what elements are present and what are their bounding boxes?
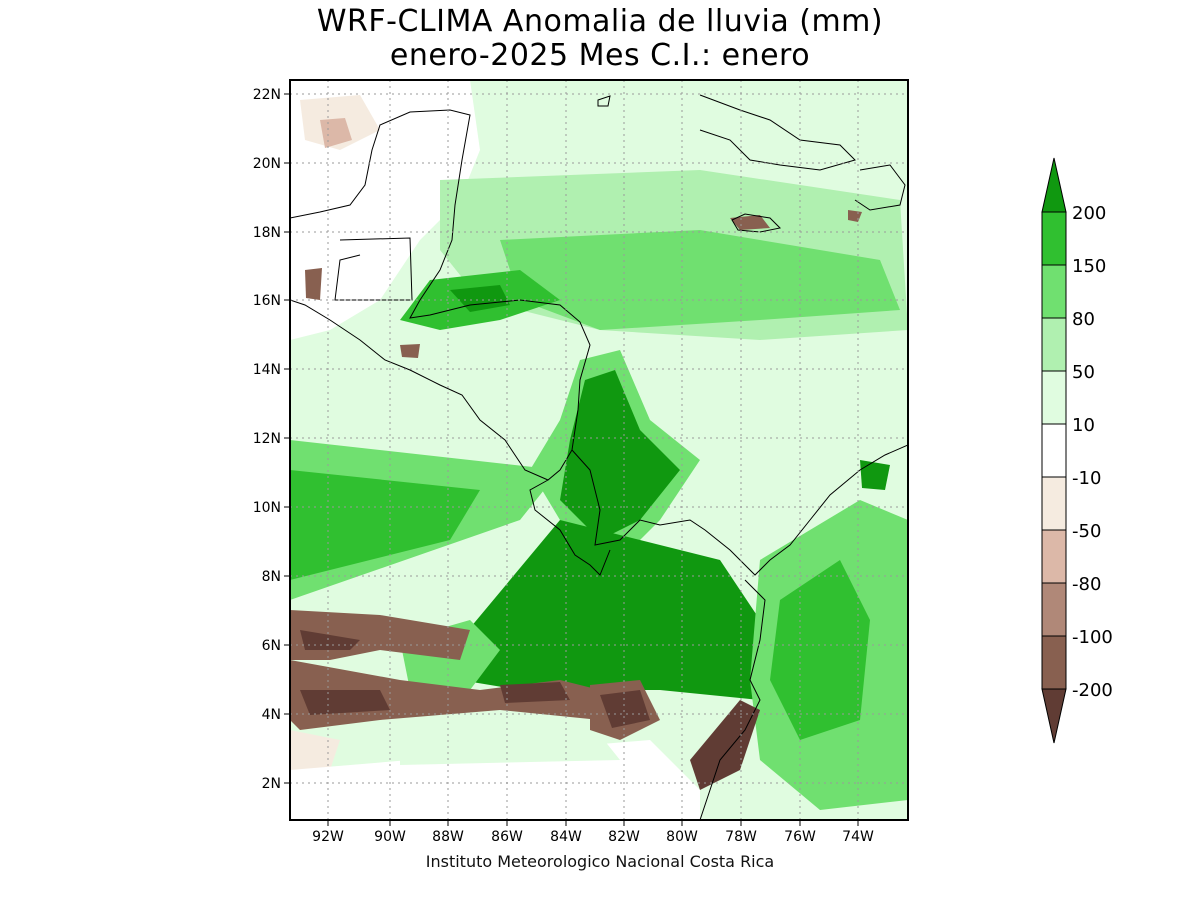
- lon-label: 78W: [725, 829, 757, 845]
- lon-label: 80W: [666, 829, 698, 845]
- field-dark-brown-3: [500, 682, 570, 703]
- colorbar-labels: 200 150 80 50 10 -10 -50 -80 -100 -200: [1072, 203, 1113, 701]
- lat-label: 20N: [253, 156, 281, 172]
- colorbar-bin: [1041, 582, 1067, 637]
- lat-label: 22N: [253, 87, 281, 103]
- colorbar-label: 50: [1072, 362, 1095, 383]
- lat-label: 10N: [253, 500, 281, 516]
- colorbar-label: -200: [1072, 680, 1113, 701]
- coastline-panama-colombia: [571, 444, 908, 576]
- field-brown-mexico: [305, 268, 322, 300]
- lat-label: 8N: [262, 569, 281, 585]
- colorbar-label: 200: [1072, 203, 1106, 224]
- field-light-green-south: [400, 735, 620, 765]
- colorbar-label: -80: [1072, 574, 1101, 595]
- field-brown-south-2: [290, 660, 600, 730]
- lat-label: 6N: [262, 638, 281, 654]
- colorbar-bin: [1041, 635, 1067, 690]
- field-dark-green-panama: [460, 520, 760, 700]
- field-brown-guatemala: [400, 344, 420, 358]
- colorbar-label: 150: [1072, 256, 1106, 277]
- field-dark-green-nicaragua: [560, 370, 680, 540]
- lat-label: 2N: [262, 776, 281, 792]
- lon-ticks: [327, 820, 859, 826]
- lon-label: 92W: [312, 829, 344, 845]
- coastline-hispaniola: [854, 164, 906, 211]
- credit-text: Instituto Meteorologico Nacional Costa R…: [425, 852, 775, 871]
- lon-label: 86W: [491, 829, 523, 845]
- field-dark-brown-4: [600, 690, 650, 728]
- colorbar-label: 10: [1072, 415, 1095, 436]
- field-green-pacific-west2: [290, 470, 480, 580]
- lon-label: 88W: [432, 829, 464, 845]
- lat-label: 18N: [253, 225, 281, 241]
- coastline-cuba: [699, 94, 856, 171]
- lat-label: 14N: [253, 362, 281, 378]
- field-brown-jamaica: [730, 215, 770, 230]
- coastline-islet: [597, 95, 611, 107]
- colorbar-label: -100: [1072, 627, 1113, 648]
- lat-label: 16N: [253, 293, 281, 309]
- colorbar-bin: [1041, 476, 1067, 531]
- coastline-central-america-north: [290, 109, 591, 481]
- lat-label: 4N: [262, 707, 281, 723]
- colorbar-bin: [1041, 529, 1067, 584]
- field-dark-green-east: [860, 460, 890, 490]
- colorbar-bin: [1041, 264, 1067, 319]
- lon-label: 82W: [608, 829, 640, 845]
- lat-labels: 22N 20N 18N 16N 14N 12N 10N 8N 6N 4N 2N: [253, 87, 281, 792]
- coastline-jamaica: [731, 213, 782, 233]
- colorbar-bin: [1041, 211, 1067, 266]
- field-green-colombia2: [770, 560, 870, 740]
- border-guatemala: [334, 237, 413, 301]
- anomaly-field: [290, 80, 908, 820]
- lon-labels: 92W 90W 88W 86W 84W 82W 80W 78W 76W 74W: [312, 829, 874, 845]
- lat-ticks: [284, 93, 290, 784]
- colorbar-bin: [1041, 370, 1067, 425]
- map-frame: [289, 79, 909, 821]
- colorbar: [1041, 157, 1067, 744]
- field-dark-brown-ecuador: [690, 700, 760, 790]
- coastline-costa-rica-pacific: [529, 479, 611, 576]
- lon-label: 90W: [374, 829, 406, 845]
- field-dark-green-honduras: [450, 285, 510, 312]
- lat-label: 12N: [253, 431, 281, 447]
- lon-label: 84W: [550, 829, 582, 845]
- graticule: [290, 80, 908, 820]
- coastline-colombia-pacific: [699, 579, 766, 820]
- lon-label: 74W: [842, 829, 874, 845]
- colorbar-label: -50: [1072, 521, 1101, 542]
- map-title-line1: WRF-CLIMA Anomalia de lluvia (mm): [316, 4, 884, 39]
- map-title-line2: enero-2025 Mes C.I.: enero: [389, 38, 811, 73]
- colorbar-label: -10: [1072, 468, 1101, 489]
- coastlines: [290, 94, 908, 820]
- colorbar-cap-top: [1041, 157, 1067, 213]
- colorbar-bin: [1041, 423, 1067, 478]
- colorbar-cap-bottom: [1041, 688, 1067, 744]
- field-dark-brown-2: [300, 690, 390, 715]
- colorbar-bin: [1041, 317, 1067, 372]
- colorbar-label: 80: [1072, 309, 1095, 330]
- lon-label: 76W: [784, 829, 816, 845]
